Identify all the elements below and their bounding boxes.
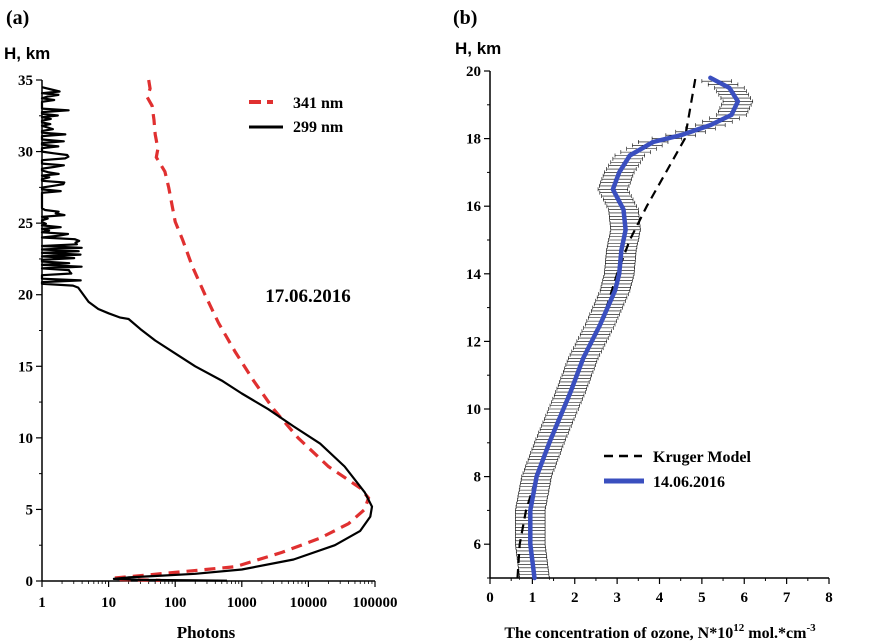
panel-b-ytick-label: 18 [466,132,481,148]
panel-b-xtick-label: 7 [783,590,791,606]
panel-a-ytick-label: 35 [18,73,33,89]
panel-a-ytick-label: 30 [18,145,33,161]
panel-a-ytick-label: 20 [18,288,33,304]
panel-a-xtick-label: 10000 [290,595,328,611]
panel-b-ytick-label: 10 [466,402,481,418]
legend-341-label: 341 nm [293,95,344,112]
panel-b-label: (b) [453,7,477,29]
panel-b-xlabel: The concentration of ozone, N*1012 mol.*… [504,622,816,642]
panel-a-ylabel: H, km [4,44,50,63]
panel-a-legend: 341 nm 299 nm [249,95,344,136]
panel-a-ytick-label: 0 [26,574,34,590]
panel-b-xtick-label: 1 [529,590,537,606]
panel-a: (a) H, km 0 5 10 15 20 25 30 35 1 10 100 1000 10000 1… [4,7,398,642]
panel-b-ytick-label: 20 [466,64,481,80]
panel-a-label: (a) [6,7,29,29]
panel-b-xtick-label: 6 [741,590,749,606]
panel-a-xtick-label: 100000 [353,595,398,611]
series-ozone-line [528,75,741,581]
panel-b-xtick-label: 5 [698,590,706,606]
panel-b-xtick-label: 2 [571,590,579,606]
series-299-line [40,86,374,582]
panel-b-xtick-label: 0 [486,590,494,606]
panel-a-plot: 0 5 10 15 20 25 30 35 1 10 100 1000 10000 100000 [18,73,398,611]
panel-a-xtick-label: 1000 [227,595,257,611]
panel-a-xlabel: Photons [177,623,236,642]
series-341-line [113,79,371,582]
panel-b-legend: Kruger Model 14.06.2016 [604,449,751,491]
panel-b-xtick-label: 3 [613,590,621,606]
panel-a-ytick-label: 15 [18,359,33,375]
panel-b-xlabel-tail-exp: -3 [806,622,816,634]
series-kruger-line [516,77,697,579]
legend-299-label: 299 nm [293,119,344,136]
panel-b-xtick-label: 8 [825,590,833,606]
panel-b-xtick-label: 4 [656,590,664,606]
panel-b-ytick-label: 8 [474,470,482,486]
panel-b-xlabel-tail: mol.*cm [744,625,807,642]
panel-b-ytick-label: 6 [474,537,482,553]
panel-a-xtick-label: 10 [101,595,116,611]
legend-ozone-label: 14.06.2016 [653,474,725,491]
panel-b-ytick-label: 12 [466,334,481,350]
panel-b-ytick-label: 16 [466,199,482,215]
panel-b-xlabel-exp: 12 [733,622,745,634]
panel-a-ytick-label: 10 [18,431,33,447]
panel-a-xtick-label: 1 [38,595,46,611]
panel-a-date-annotation: 17.06.2016 [265,286,351,307]
panel-b-ylabel: H, km [455,39,501,58]
panel-b-xlabel-main: The concentration of ozone, N*10 [504,625,733,642]
panel-b-ytick-label: 14 [466,267,482,283]
legend-kruger-label: Kruger Model [653,449,751,466]
panel-a-ytick-label: 25 [18,216,33,232]
panel-a-ytick-label: 5 [26,502,34,518]
panel-a-xtick-label: 100 [164,595,187,611]
